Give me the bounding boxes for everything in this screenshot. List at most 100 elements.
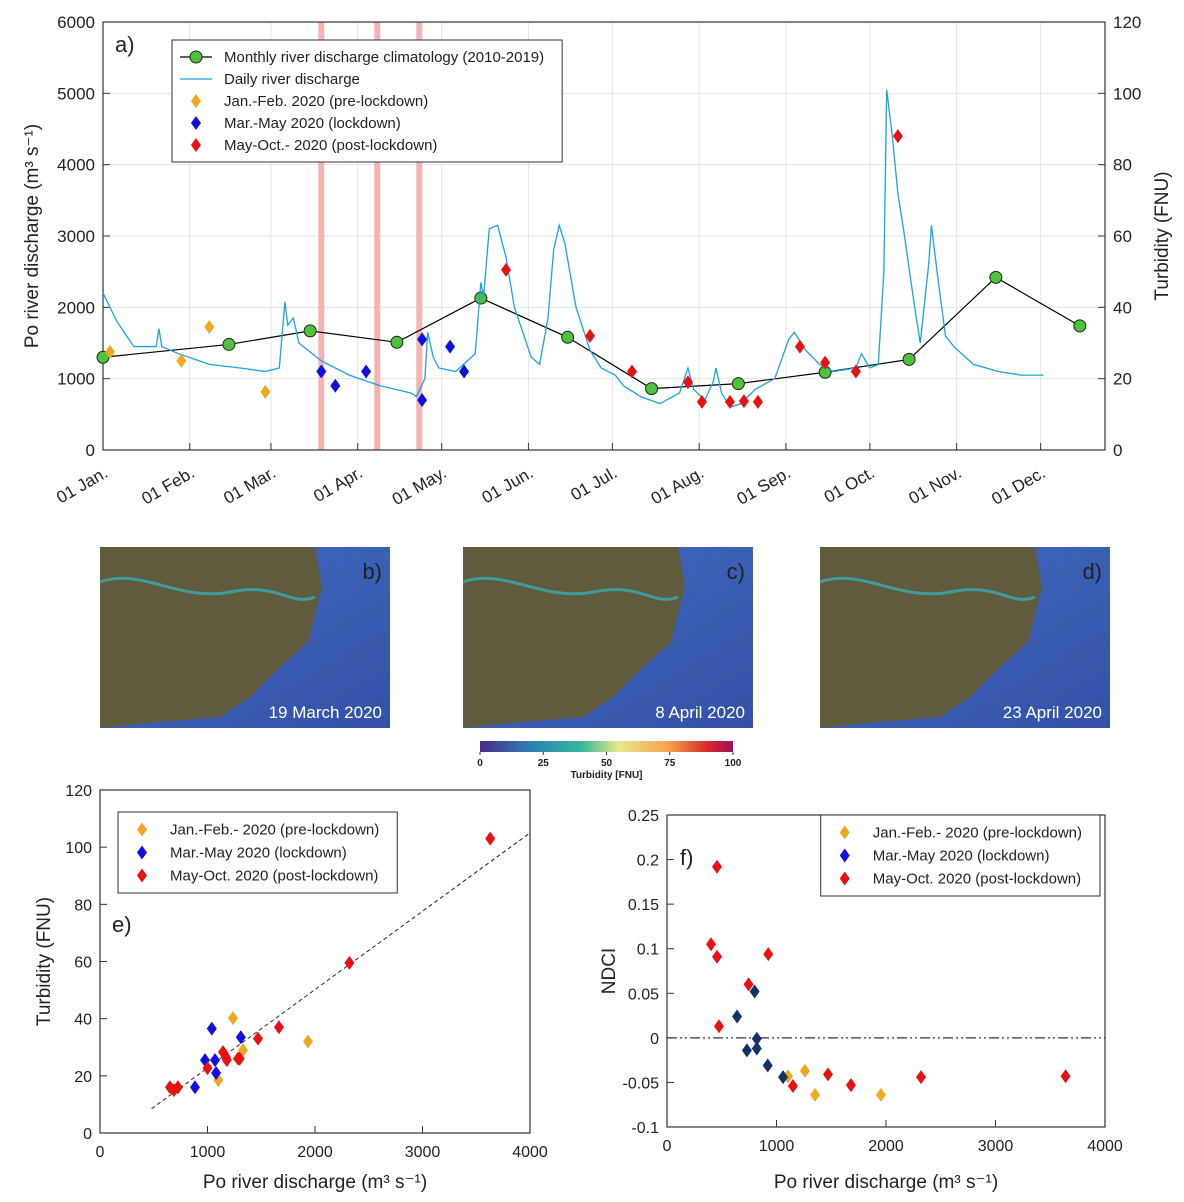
y-tick-label: 60 <box>74 955 92 972</box>
x-tick-label: 01 May. <box>389 463 450 509</box>
x-tick-label: 0 <box>663 1138 672 1155</box>
x-tick-label: 0 <box>96 1144 105 1161</box>
data-point <box>390 335 404 349</box>
data-point <box>344 955 355 970</box>
data-point <box>810 1087 821 1102</box>
y-tick-label: -0.1 <box>631 1120 659 1137</box>
data-point <box>712 949 723 964</box>
legend-box <box>820 814 1101 897</box>
y2-tick-label: 0 <box>1113 441 1122 460</box>
data-point <box>210 1053 221 1068</box>
data-point <box>732 1009 743 1024</box>
legend-label: May-Oct.- 2020 (post-lockdown) <box>224 137 437 154</box>
data-point <box>303 1034 314 1049</box>
data-point <box>682 375 693 390</box>
data-point <box>445 339 456 354</box>
x-tick-label: 01 Sep. <box>734 463 794 509</box>
highlight-band <box>416 22 423 450</box>
data-point <box>176 353 187 368</box>
land <box>463 547 685 728</box>
panel-label: e) <box>112 912 132 937</box>
legend-swatch <box>839 825 850 840</box>
data-point <box>751 1041 762 1056</box>
image-label: d) <box>1082 559 1102 584</box>
data-point <box>916 1070 927 1085</box>
data-point <box>417 332 428 347</box>
x-tick-label: 3000 <box>978 1138 1014 1155</box>
data-point <box>989 270 1003 284</box>
data-point <box>561 330 575 344</box>
colorbar-tick-label: 0 <box>477 758 483 769</box>
x-tick-label: 3000 <box>405 1144 441 1161</box>
satellite-image: c) 8 April 2020 <box>462 547 753 728</box>
x-tick-label: 01 Aug. <box>648 463 707 508</box>
y-tick-label: 0.2 <box>637 853 659 870</box>
data-point <box>206 1021 217 1036</box>
legend-label: Jan.-Feb.- 2020 (pre-lockdown) <box>170 822 379 839</box>
x-axis-label: Po river discharge (m³ s⁻¹) <box>774 1172 998 1193</box>
y-tick-label: 0.05 <box>628 986 659 1003</box>
data-point <box>233 1051 244 1066</box>
data-point <box>316 364 327 379</box>
panel: 0 1000 2000 3000 4000 -0.1 -0.05 0 0.05 0.1 0.15 0.… <box>599 808 1123 1193</box>
data-point <box>104 344 115 359</box>
legend-swatch <box>137 868 147 883</box>
legend-swatch <box>191 116 201 130</box>
legend-label: May-Oct. 2020 (post-lockdown) <box>873 871 1081 888</box>
y-tick-label: 0.15 <box>628 897 659 914</box>
data-point <box>501 262 512 277</box>
data-point <box>752 394 763 409</box>
data-point <box>202 1061 213 1076</box>
image-caption: 19 March 2020 <box>269 703 382 722</box>
x-tick-label: 01 Jan. <box>53 463 111 507</box>
data-point <box>459 364 470 379</box>
colorbar-scale <box>480 741 733 752</box>
data-point <box>902 352 916 366</box>
data-point <box>714 1019 725 1034</box>
x-tick-label: 01 Mar. <box>220 463 279 508</box>
legend-swatch <box>191 138 201 152</box>
data-point <box>749 984 760 999</box>
x-tick-label: 2000 <box>868 1138 904 1155</box>
y2-tick-label: 80 <box>1113 156 1132 175</box>
data-point <box>743 977 754 992</box>
legend: Monthly river discharge climatology (201… <box>171 39 563 163</box>
highlight-band <box>318 22 325 450</box>
land <box>820 547 1042 728</box>
y-tick-label: 0.25 <box>628 808 659 825</box>
series-line <box>102 89 1044 408</box>
x-tick-label: 4000 <box>512 1144 548 1161</box>
colorbar-label: Turbidity [FNU] <box>570 770 642 781</box>
data-point <box>762 1058 773 1073</box>
legend-swatch <box>839 871 850 886</box>
image-caption: 8 April 2020 <box>655 703 745 722</box>
image-caption: 23 April 2020 <box>1003 703 1102 722</box>
legend-box <box>117 811 398 894</box>
data-point <box>738 394 749 409</box>
data-point <box>696 394 707 409</box>
y-tick-label: 5000 <box>57 84 95 103</box>
y-tick-label: 4000 <box>57 156 95 175</box>
x-axis-label: Po river discharge (m³ s⁻¹) <box>203 1172 427 1193</box>
legend-label: May-Oct. 2020 (post-lockdown) <box>170 868 378 885</box>
colorbar-tick-label: 25 <box>538 758 550 769</box>
data-point <box>626 364 637 379</box>
data-point <box>731 377 745 391</box>
legend-label: Mar.-May 2020 (lockdown) <box>873 848 1050 865</box>
x-tick-label: 01 Nov. <box>906 463 965 508</box>
data-point <box>706 937 717 952</box>
data-point <box>211 1065 222 1080</box>
y-tick-label: -0.05 <box>623 1075 660 1092</box>
data-point <box>168 1083 179 1098</box>
y-tick-label: 0.1 <box>637 942 659 959</box>
x-tick-label: 01 Apr. <box>310 463 365 506</box>
x-tick-label: 1000 <box>759 1138 795 1155</box>
legend: Jan.-Feb.- 2020 (pre-lockdown) Mar.-May 2… <box>117 811 398 894</box>
data-point <box>712 859 723 874</box>
data-point <box>845 1078 856 1093</box>
x-tick-label: 01 Feb. <box>138 463 197 508</box>
data-point <box>799 1063 810 1078</box>
river <box>99 576 316 601</box>
y2-tick-label: 20 <box>1113 370 1132 389</box>
